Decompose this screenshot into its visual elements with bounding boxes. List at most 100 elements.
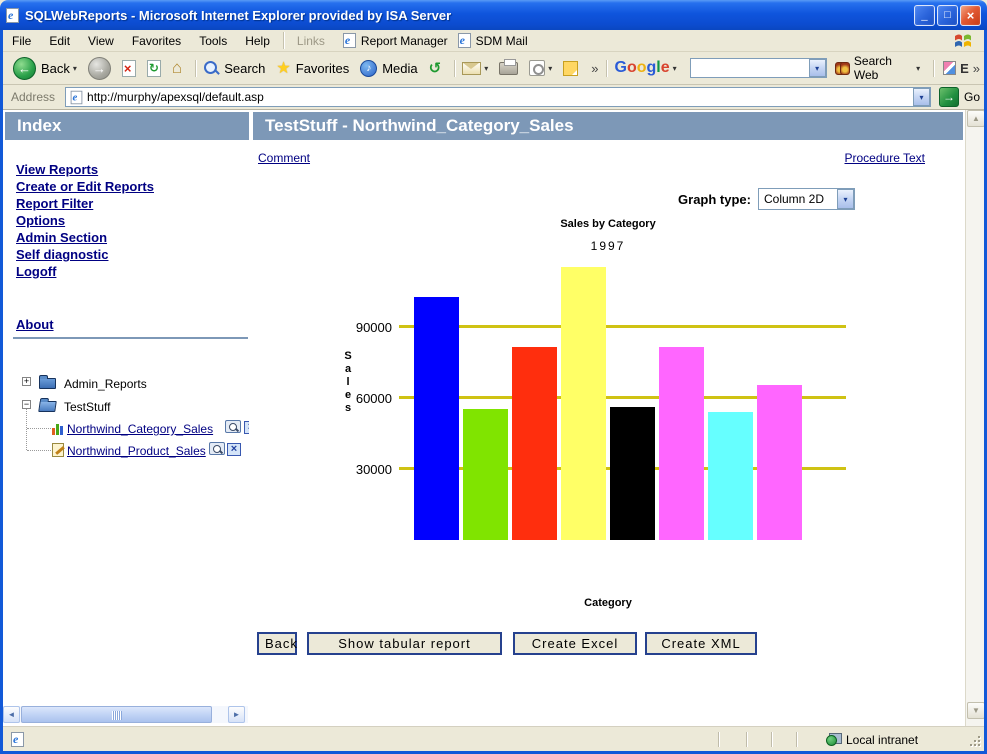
mail-dropdown-icon[interactable]: ▾	[484, 63, 489, 73]
status-separator	[796, 732, 798, 747]
resize-grip[interactable]	[968, 734, 982, 748]
sidebar-horizontal-scrollbar[interactable]: ◄ ►	[3, 706, 248, 723]
back-dropdown-icon[interactable]: ▾	[72, 63, 77, 73]
favorites-button[interactable]: ★ Favorites	[276, 60, 350, 77]
close-button[interactable]: ×	[960, 4, 981, 26]
scroll-left-button[interactable]: ◄	[3, 706, 20, 723]
select-dropdown-icon[interactable]: ▾	[837, 189, 854, 209]
sidebar-link-options[interactable]: Options	[16, 213, 66, 228]
graph-type-select[interactable]: Column 2D ▾	[758, 188, 855, 210]
sidebar-link-create-or-edit-reports[interactable]: Create or Edit Reports	[16, 179, 154, 194]
tree-node-northwind-product-sales: Northwind_Product_Sales ×	[3, 441, 249, 461]
tree-connector	[26, 408, 27, 450]
menu-view[interactable]: View	[88, 33, 114, 48]
report-title: TestStuff - Northwind_Category_Sales	[253, 112, 963, 140]
refresh-button[interactable]: ↻	[145, 59, 163, 78]
google-input-dropdown-icon[interactable]: ▾	[808, 59, 826, 77]
report-link-northwind-product-sales[interactable]: Northwind_Product_Sales	[67, 444, 206, 458]
stop-icon: ×	[121, 59, 136, 77]
favorites-star-icon: ★	[276, 60, 291, 77]
menu-favorites[interactable]: Favorites	[131, 33, 182, 48]
sidebar-link-about[interactable]: About	[16, 317, 54, 332]
back-button[interactable]: ← Back ▾	[11, 56, 79, 81]
clipped-toolbar-item[interactable]: E	[960, 60, 969, 76]
tree-collapse-icon[interactable]: −	[22, 399, 31, 409]
sidebar-divider	[13, 337, 248, 339]
google-overflow-chevron[interactable]: »	[972, 60, 980, 76]
google-logo-button[interactable]: Google ▾	[612, 58, 678, 78]
sidebar-link-report-filter[interactable]: Report Filter	[16, 196, 94, 211]
history-button[interactable]: ↺	[427, 58, 444, 78]
scroll-right-button[interactable]: ►	[228, 706, 245, 723]
chart-bar	[463, 409, 508, 540]
google-dropdown-icon[interactable]: ▾	[672, 63, 677, 73]
media-button[interactable]: ♪ Media	[358, 59, 419, 78]
back-form-button[interactable]: Back	[257, 632, 297, 655]
print-button[interactable]	[497, 58, 520, 76]
report-preview-icon[interactable]	[209, 442, 225, 455]
create-xml-button[interactable]: Create XML	[645, 632, 757, 655]
closed-folder-icon[interactable]	[39, 375, 56, 389]
vertical-scrollbar[interactable]: ▲ ▼	[965, 110, 985, 726]
toolbar-separator	[454, 59, 457, 77]
address-dropdown-icon[interactable]: ▾	[913, 88, 931, 106]
search-icon	[203, 60, 219, 76]
search-button[interactable]: Search	[201, 59, 267, 77]
status-page-icon: e	[11, 732, 24, 747]
edit-button[interactable]: ▾	[527, 59, 554, 77]
tree-folder-label[interactable]: Admin_Reports	[64, 377, 147, 391]
titlebar[interactable]: e SQLWebReports - Microsoft Internet Exp…	[0, 0, 987, 30]
show-tabular-report-button[interactable]: Show tabular report	[307, 632, 502, 655]
home-button[interactable]: ⌂	[170, 57, 184, 79]
tree-folder-label[interactable]: TestStuff	[64, 400, 111, 414]
comment-link[interactable]: Comment	[258, 151, 311, 165]
menu-tools[interactable]: Tools	[199, 33, 228, 48]
forward-button[interactable]: →	[86, 56, 113, 81]
sidebar-link-admin-section[interactable]: Admin Section	[16, 230, 108, 245]
link-report-manager[interactable]: e Report Manager	[342, 33, 448, 48]
print-icon	[499, 58, 519, 75]
edit-dropdown-icon[interactable]: ▾	[548, 63, 553, 73]
sidebar-link-view-reports[interactable]: View Reports	[16, 162, 99, 177]
report-link-northwind-category-sales[interactable]: Northwind_Category_Sales	[67, 422, 214, 436]
mail-button[interactable]: ▾	[460, 61, 490, 76]
search-web-dropdown-icon[interactable]: ▾	[916, 63, 921, 73]
maximize-button[interactable]: □	[937, 4, 958, 26]
stop-button[interactable]: ×	[120, 59, 138, 78]
report-preview-icon[interactable]	[225, 420, 241, 433]
procedure-text-link[interactable]: Procedure Text	[844, 151, 926, 165]
menu-help[interactable]: Help	[245, 33, 270, 48]
create-excel-button[interactable]: Create Excel	[513, 632, 637, 655]
scrollbar-thumb[interactable]	[21, 706, 212, 723]
news-icon[interactable]	[943, 61, 957, 75]
address-input[interactable]: e http://murphy/apexsql/default.asp ▾	[65, 87, 932, 107]
menu-edit[interactable]: Edit	[49, 33, 71, 48]
menu-file[interactable]: File	[12, 33, 32, 48]
sidebar-link-self-diagnostic[interactable]: Self diagnostic	[16, 247, 109, 262]
minimize-button[interactable]: ─	[914, 4, 935, 26]
toolbar-separator	[606, 59, 609, 77]
address-bar: Address e http://murphy/apexsql/default.…	[3, 85, 984, 110]
go-button[interactable]: → Go	[939, 87, 980, 107]
tree-expand-icon[interactable]: +	[22, 376, 31, 386]
local-intranet-icon	[826, 732, 842, 746]
tree-node-admin-reports: + Admin_Reports	[3, 374, 249, 394]
google-search-input[interactable]: ▾	[689, 58, 827, 78]
report-delete-icon[interactable]: ×	[227, 443, 241, 456]
report-delete-icon[interactable]: ×	[244, 421, 249, 434]
link-sdm-mail[interactable]: e SDM Mail	[457, 33, 528, 48]
toolbar-overflow-chevron[interactable]: »	[591, 60, 599, 76]
discuss-note-icon	[563, 60, 579, 76]
open-folder-icon[interactable]	[38, 401, 57, 412]
y-tick-label: 90000	[355, 320, 392, 335]
search-web-button[interactable]: Search Web ▾	[833, 53, 923, 83]
window-border	[0, 751, 987, 754]
chart-bar	[561, 267, 606, 540]
status-separator	[771, 732, 773, 747]
sidebar-link-logoff[interactable]: Logoff	[16, 264, 57, 279]
scroll-up-button[interactable]: ▲	[967, 110, 985, 127]
scroll-down-button[interactable]: ▼	[967, 702, 985, 719]
discuss-button[interactable]	[561, 60, 580, 77]
gridline	[399, 396, 846, 399]
